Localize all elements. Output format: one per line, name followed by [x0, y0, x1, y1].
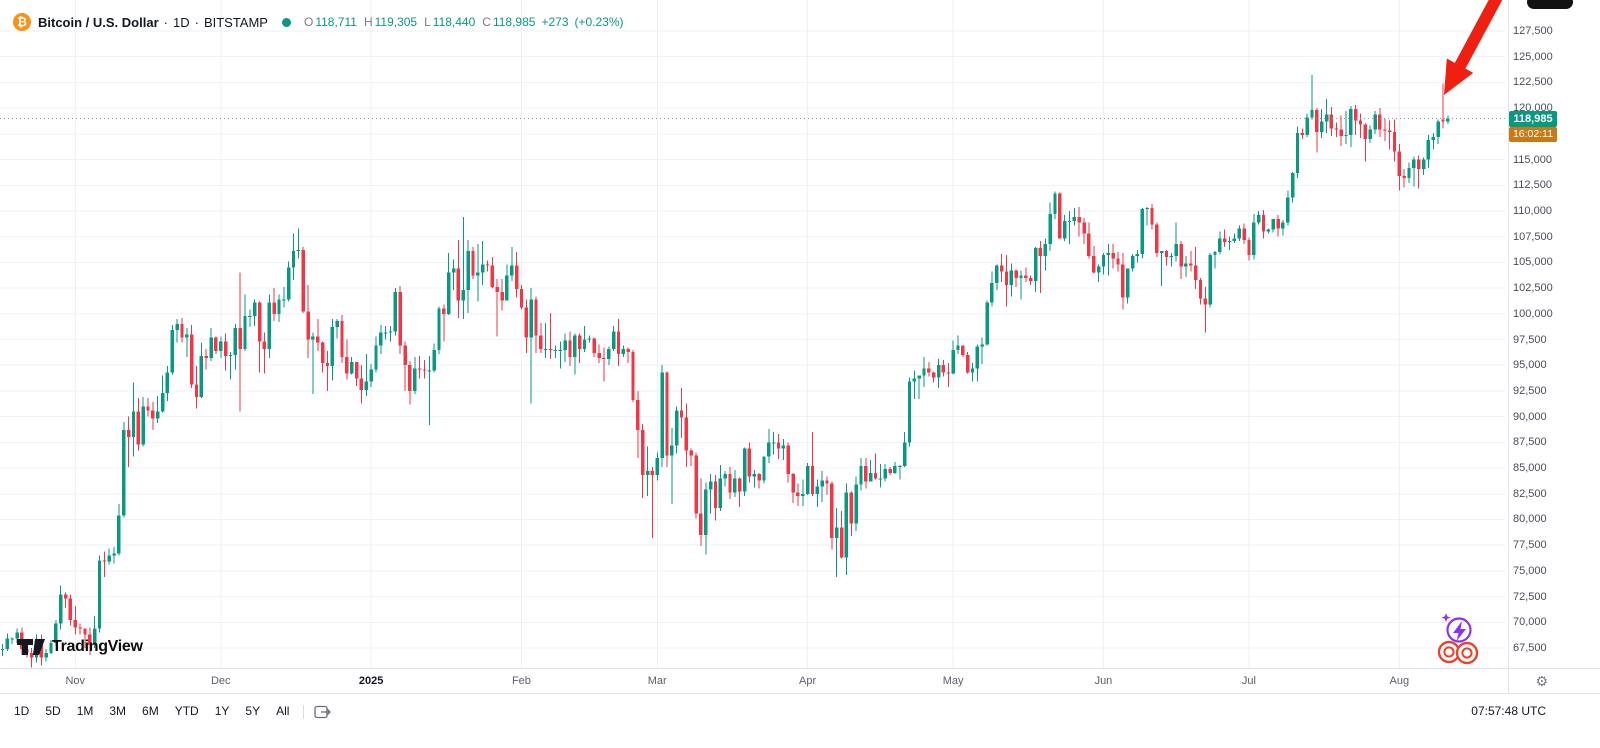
price-axis-separator — [1508, 0, 1509, 693]
price-axis-label: 70,000 — [1513, 616, 1547, 629]
price-axis-label: 77,500 — [1513, 539, 1547, 552]
time-axis-label: Jun — [1094, 675, 1113, 687]
price-axis-label: 112,500 — [1513, 179, 1552, 192]
price-axis-label: 95,000 — [1513, 359, 1547, 372]
time-axis-label: Mar — [647, 675, 667, 687]
settings-gear-icon[interactable]: ⚙ — [1535, 673, 1548, 689]
price-axis-label: 102,500 — [1513, 282, 1553, 295]
time-axis-label: Aug — [1389, 675, 1410, 687]
range-button-1m[interactable]: 1M — [69, 700, 102, 722]
time-axis[interactable]: ⚙ Nov Dec 2025 Feb Mar Apr May Jun Jul Aug — [0, 668, 1600, 694]
time-axis-label: Apr — [799, 675, 817, 687]
toolbar-divider — [303, 705, 305, 719]
range-button-all[interactable]: All — [268, 700, 297, 722]
interval-label[interactable]: 1D — [172, 14, 190, 30]
time-axis-label: Feb — [511, 675, 531, 687]
range-button-1d[interactable]: 1D — [6, 700, 37, 722]
range-button-5y[interactable]: 5Y — [237, 700, 268, 722]
range-button-6m[interactable]: 6M — [134, 700, 167, 722]
high-value: 119,305 — [374, 15, 418, 29]
price-axis-label: 85,000 — [1513, 462, 1547, 475]
low-value: 118,440 — [432, 15, 476, 29]
time-axis-label: Dec — [210, 675, 231, 687]
price-axis-label: 82,500 — [1513, 487, 1547, 500]
price-axis-label: 87,500 — [1513, 436, 1547, 449]
time-axis-label: Nov — [65, 675, 86, 687]
tradingview-mark-icon — [17, 639, 45, 655]
price-axis-label: 67,500 — [1513, 642, 1547, 654]
price-axis-label: 75,000 — [1513, 564, 1547, 577]
price-axis-label: 110,000 — [1513, 204, 1552, 217]
candlestick-chart[interactable] — [0, 0, 1508, 668]
low-label: L — [424, 15, 431, 29]
symbol-legend[interactable]: ₿ Bitcoin / U.S. Dollar · 1D · BITSTAMP … — [13, 13, 624, 31]
bitcoin-glyph: ₿ — [17, 15, 27, 29]
high-label: H — [363, 15, 373, 29]
market-status-dot — [281, 17, 291, 27]
last-price-label: 118,985 — [1509, 110, 1557, 127]
range-button-3m[interactable]: 3M — [101, 700, 134, 722]
separator-dot: · — [194, 14, 199, 30]
date-range-buttons: 1D 5D 1M 3M 6M YTD 1Y 5Y All — [6, 700, 297, 722]
range-button-1y[interactable]: 1Y — [207, 700, 238, 722]
change-value: +273 — [541, 15, 569, 29]
symbol-title[interactable]: Bitcoin / U.S. Dollar — [38, 14, 159, 30]
price-axis-label: 72,500 — [1513, 590, 1547, 603]
price-axis-label: 90,000 — [1513, 410, 1547, 423]
bottom-toolbar: 1D 5D 1M 3M 6M YTD 1Y 5Y All 07:57:48 UTC — [0, 693, 1600, 748]
tradingview-logo[interactable]: TradingView — [16, 636, 143, 658]
price-axis[interactable]: 118,985 16:02:11 127,500 125,000 122,500 12… — [1509, 0, 1600, 668]
separator-dot: · — [163, 14, 168, 30]
range-button-ytd[interactable]: YTD — [167, 700, 207, 722]
price-axis-label: 105,000 — [1513, 256, 1553, 269]
rings-extension-icon[interactable] — [1437, 640, 1479, 665]
close-label: C — [482, 15, 491, 29]
sparkle-extension-icon[interactable] — [1441, 613, 1472, 643]
price-axis-label: 80,000 — [1513, 513, 1547, 526]
price-axis-label: 97,500 — [1513, 333, 1547, 346]
bitcoin-icon: ₿ — [13, 13, 31, 31]
price-axis-label: 92,500 — [1513, 384, 1547, 397]
open-value: 118,711 — [315, 15, 357, 29]
price-axis-label: 125,000 — [1513, 50, 1553, 63]
price-axis-label: 107,500 — [1513, 230, 1553, 243]
exchange-label[interactable]: BITSTAMP — [203, 14, 268, 30]
range-button-5d[interactable]: 5D — [37, 700, 68, 722]
price-axis-label: 122,500 — [1513, 76, 1553, 89]
go-to-date-icon[interactable] — [314, 705, 332, 724]
ohlc-values: O 118,711 H 119,305 L 118,440 C 118,985 +273… — [297, 15, 624, 29]
open-label: O — [303, 15, 314, 29]
tradingview-logo-text: TradingView — [52, 638, 143, 655]
price-axis-label: 115,000 — [1513, 153, 1552, 166]
bar-countdown-label: 16:02:11 — [1509, 126, 1557, 142]
price-axis-label: 127,500 — [1513, 25, 1553, 37]
time-axis-label: May — [942, 675, 964, 687]
close-value: 118,985 — [492, 15, 536, 29]
utc-clock[interactable]: 07:57:48 UTC — [1471, 704, 1546, 718]
change-percent: (+0.23%) — [574, 15, 624, 29]
price-axis-label: 100,000 — [1513, 307, 1553, 320]
time-axis-label: 2025 — [358, 675, 384, 687]
time-axis-label: Jul — [1241, 675, 1256, 687]
